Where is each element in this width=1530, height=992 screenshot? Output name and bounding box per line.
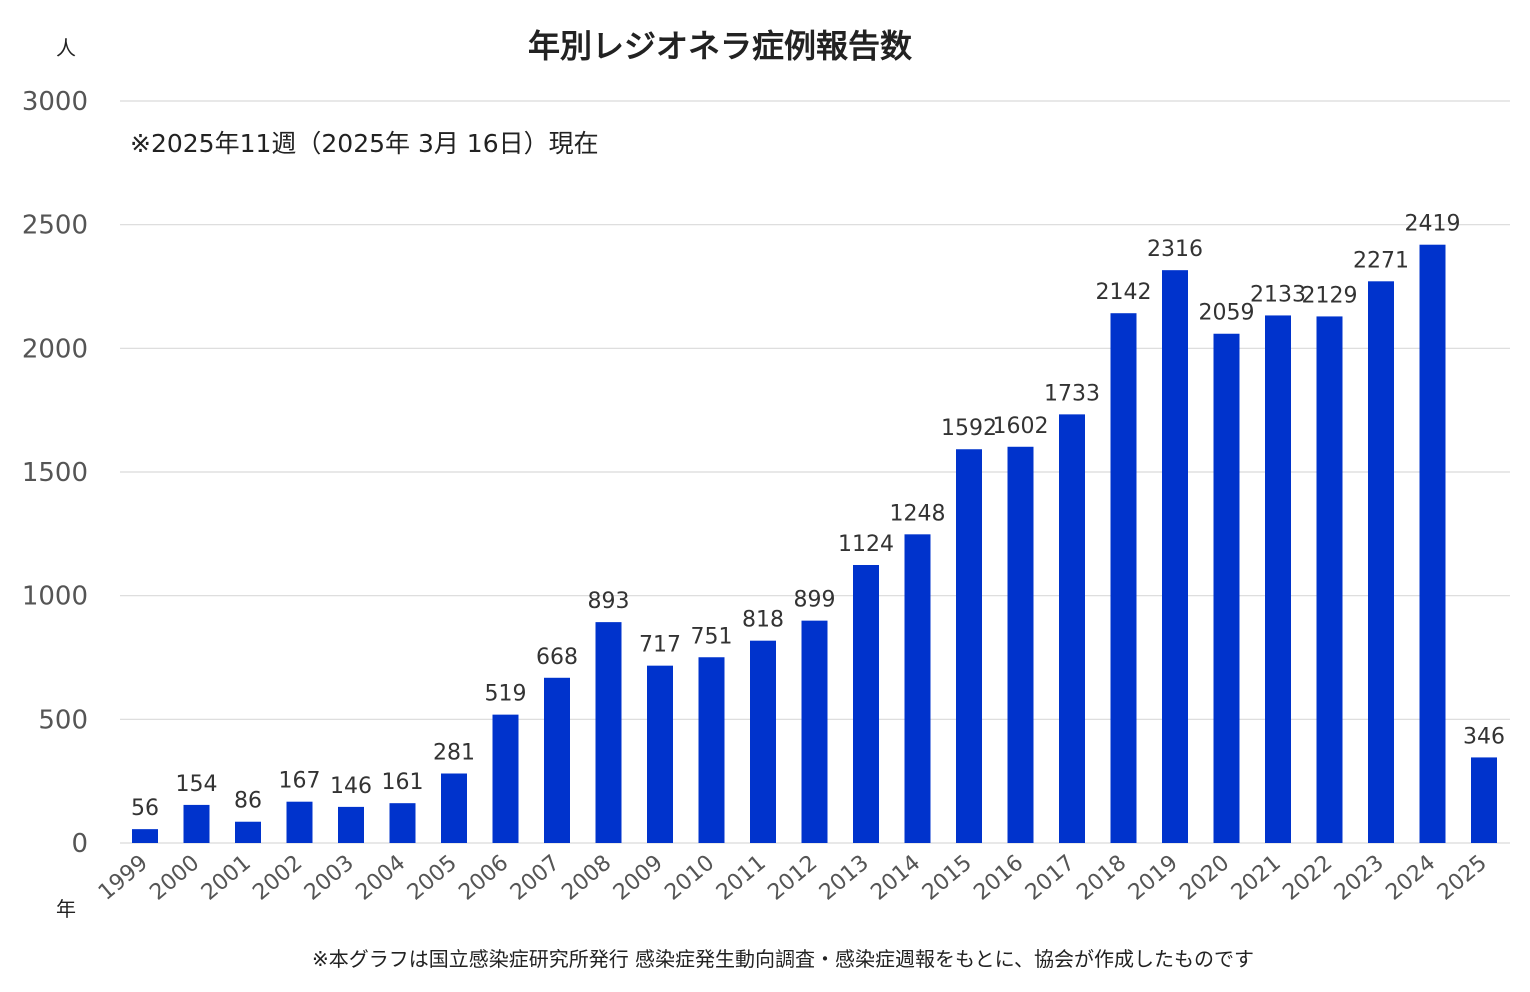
bar-value-label: 86 <box>234 789 262 814</box>
bar-value-label: 1602 <box>993 414 1049 439</box>
x-tick-label: 2005 <box>403 850 462 905</box>
x-tick-label: 2002 <box>248 850 307 905</box>
bar <box>647 665 673 843</box>
gridlines <box>120 100 1510 844</box>
bar-value-label: 2129 <box>1302 283 1358 308</box>
y-tick-label: 1000 <box>22 582 88 612</box>
bar <box>595 622 622 843</box>
x-tick-label: 2022 <box>1278 850 1337 905</box>
bar <box>1471 757 1497 843</box>
x-tick-label: 2018 <box>1072 850 1131 905</box>
bar-value-label: 893 <box>588 589 630 614</box>
x-tick-label: 2020 <box>1175 850 1234 905</box>
bar <box>801 620 828 843</box>
x-tick-label: 2024 <box>1381 850 1440 905</box>
x-tick-label: 2017 <box>1021 850 1080 905</box>
bar <box>1059 414 1085 843</box>
bar <box>338 806 364 843</box>
bar <box>1368 281 1394 843</box>
bar <box>698 657 725 843</box>
x-tick-label: 2011 <box>712 850 771 905</box>
bar-value-label: 668 <box>536 645 578 670</box>
bar-value-label: 1733 <box>1044 381 1100 406</box>
bar <box>235 821 261 843</box>
bar-value-label: 161 <box>382 770 424 795</box>
x-tick-label: 2012 <box>763 850 822 905</box>
x-tick-label: 2021 <box>1227 850 1286 905</box>
bar <box>132 829 158 843</box>
x-tick-label: 2006 <box>454 850 513 905</box>
bar <box>853 564 879 843</box>
bar-value-label: 2316 <box>1147 237 1203 262</box>
data-labels: 56 154 86 167 146 161 281 519 668 893 717 751 818 899… <box>131 212 1505 821</box>
bar <box>492 714 519 843</box>
bar <box>1419 244 1446 843</box>
x-tick-label: 2014 <box>866 850 925 905</box>
bar <box>1007 446 1034 843</box>
x-tick-label: 2009 <box>609 850 668 905</box>
x-tick-label: 2013 <box>815 850 874 905</box>
bar-value-label: 1124 <box>838 532 894 557</box>
x-tick-label: 1999 <box>94 850 153 905</box>
bar <box>1213 333 1240 843</box>
bar-value-label: 2419 <box>1405 212 1461 237</box>
bars <box>132 244 1497 843</box>
x-axis-ticks: 1999200020012002200320042005200620072008… <box>94 850 1492 905</box>
bar-value-label: 146 <box>330 774 372 799</box>
x-axis-unit-label: 年 <box>56 897 76 921</box>
x-tick-label: 2003 <box>300 850 359 905</box>
bar-value-label: 346 <box>1463 724 1505 749</box>
bar-value-label: 2142 <box>1096 280 1152 305</box>
y-tick-label: 1500 <box>22 458 88 488</box>
bar <box>1316 316 1343 843</box>
bar <box>441 773 467 843</box>
bar-value-label: 717 <box>639 633 681 658</box>
y-tick-label: 2500 <box>22 211 88 241</box>
bar-value-label: 751 <box>691 624 733 649</box>
bar-value-label: 2059 <box>1199 301 1255 326</box>
x-tick-label: 2008 <box>557 850 616 905</box>
bar <box>1110 313 1137 843</box>
y-axis-ticks: 0 500 1000 1500 2000 2500 3000 <box>22 87 88 859</box>
bar-value-label: 56 <box>131 796 159 821</box>
bar-value-label: 818 <box>742 608 784 633</box>
x-tick-label: 2004 <box>351 850 410 905</box>
bar-value-label: 1592 <box>941 416 997 441</box>
y-tick-label: 3000 <box>22 87 88 117</box>
bar-value-label: 154 <box>176 772 218 797</box>
y-axis-unit-label: 人 <box>56 36 76 60</box>
bar <box>956 449 982 843</box>
bar-value-label: 2271 <box>1353 248 1409 273</box>
x-tick-label: 2025 <box>1433 850 1492 905</box>
x-tick-label: 2015 <box>918 850 977 905</box>
bar <box>904 534 931 843</box>
x-tick-label: 2000 <box>145 850 204 905</box>
x-tick-label: 2007 <box>506 850 565 905</box>
as-of-note: ※2025年11週（2025年 3月 16日）現在 <box>130 129 599 158</box>
bar <box>389 803 416 843</box>
bar-value-label: 899 <box>794 588 836 613</box>
x-tick-label: 2019 <box>1124 850 1183 905</box>
bar <box>544 677 570 843</box>
bar <box>183 804 210 843</box>
bar <box>286 801 313 843</box>
source-footnote: ※本グラフは国立感染症研究所発行 感染症発生動向調査・感染症週報をもとに、協会が… <box>312 947 1254 971</box>
y-tick-label: 0 <box>71 829 88 859</box>
x-tick-label: 2023 <box>1330 850 1389 905</box>
bar <box>1265 315 1291 843</box>
bar <box>750 640 776 843</box>
bar-value-label: 167 <box>279 769 321 794</box>
bar-value-label: 519 <box>485 682 527 707</box>
bar-value-label: 2133 <box>1250 282 1306 307</box>
x-tick-label: 2010 <box>660 850 719 905</box>
y-tick-label: 500 <box>38 705 88 735</box>
x-tick-label: 2001 <box>197 850 256 905</box>
bar-value-label: 281 <box>433 740 475 765</box>
x-tick-label: 2016 <box>969 850 1028 905</box>
bar-value-label: 1248 <box>890 501 946 526</box>
chart-title: 年別レジオネラ症例報告数 <box>528 27 913 65</box>
y-tick-label: 2000 <box>22 334 88 364</box>
bar <box>1162 270 1188 843</box>
